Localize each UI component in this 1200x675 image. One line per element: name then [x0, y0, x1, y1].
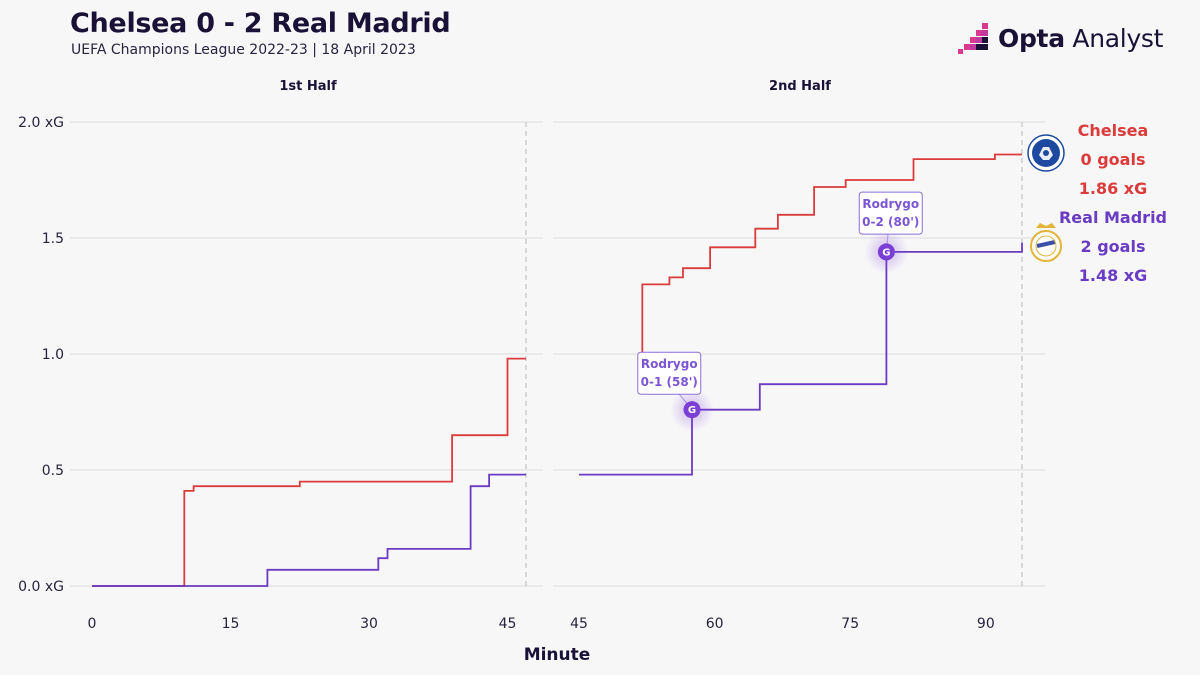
- goal-annotation-box: [858, 191, 923, 235]
- chelsea-badge-icon: [1027, 134, 1065, 172]
- real-madrid-xg: 1.48 xG: [1078, 266, 1148, 285]
- chelsea-xg-line-2: [641, 153, 1022, 359]
- real-madrid-goals: 2 goals: [1080, 237, 1146, 256]
- y-tick-label: 1.0: [42, 347, 64, 363]
- chelsea-xg-line-1: [92, 357, 526, 587]
- goal-annotation-box: [637, 351, 702, 395]
- x-tick-label: 75: [841, 616, 859, 632]
- chelsea-xg: 1.86 xG: [1078, 179, 1148, 198]
- x-tick-label: 45: [499, 616, 517, 632]
- chelsea-name: Chelsea: [1077, 121, 1149, 140]
- real-madrid-summary: Real Madrid 2 goals 1.48 xG: [1058, 203, 1168, 290]
- goal-marker-label: G: [688, 405, 696, 416]
- panel-title: 2nd Half: [769, 79, 831, 94]
- y-tick-label: 2.0 xG: [18, 115, 64, 131]
- x-tick-label: 0: [88, 616, 97, 632]
- x-tick-label: 45: [570, 616, 588, 632]
- y-tick-label: 0.5: [42, 463, 64, 479]
- x-axis-title: Minute: [524, 645, 591, 665]
- x-tick-label: 30: [360, 616, 378, 632]
- goal-marker-label: G: [882, 247, 890, 258]
- chelsea-summary: Chelsea 0 goals 1.86 xG: [1058, 116, 1168, 203]
- y-tick-label: 1.5: [42, 231, 64, 247]
- chelsea-goals: 0 goals: [1080, 150, 1146, 169]
- goal-scorer: Rodrygo: [641, 357, 698, 371]
- goal-score-minute: 0-2 (80'): [862, 215, 919, 229]
- real-madrid-name: Real Madrid: [1058, 208, 1168, 227]
- goal-marker: [683, 401, 701, 419]
- brand-logo: Opta Analyst: [958, 18, 1163, 58]
- real-madrid-xg-line-2: [579, 242, 1023, 476]
- chart-title: Chelsea 0 - 2 Real Madrid: [70, 8, 451, 39]
- y-tick-label: 0.0 xG: [18, 579, 64, 595]
- chart-subtitle: UEFA Champions League 2022-23 | 18 April…: [71, 42, 416, 58]
- brand-name-light: Analyst: [1064, 23, 1164, 53]
- goal-score-minute: 0-1 (58'): [641, 375, 698, 389]
- goal-marker: [877, 243, 895, 261]
- panel-title: 1st Half: [279, 79, 337, 94]
- real-madrid-badge-icon: [1030, 223, 1062, 262]
- real-madrid-xg-line-1: [92, 473, 526, 587]
- x-tick-label: 60: [706, 616, 724, 632]
- brand-name-bold: Opta: [998, 23, 1065, 53]
- x-tick-label: 15: [222, 616, 240, 632]
- opta-logo-icon: [958, 23, 988, 54]
- goal-scorer: Rodrygo: [862, 197, 919, 211]
- x-tick-label: 90: [977, 616, 995, 632]
